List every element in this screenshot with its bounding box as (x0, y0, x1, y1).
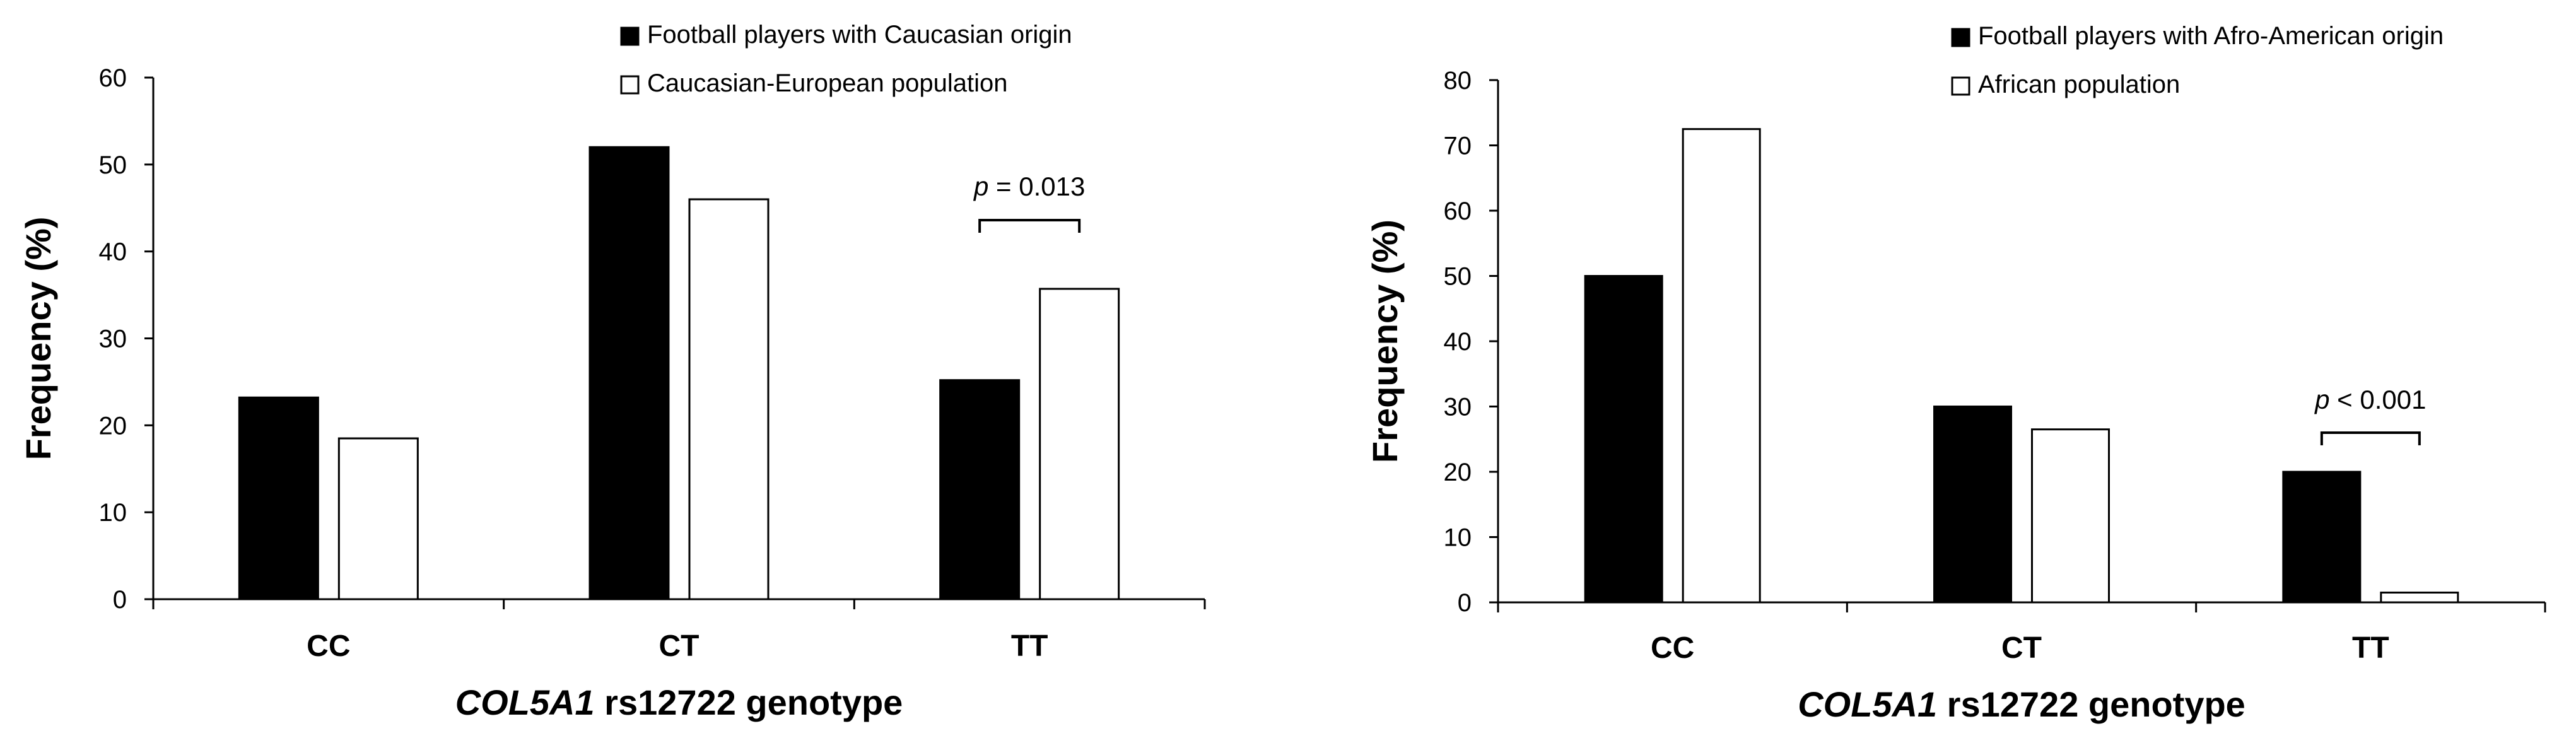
bar-ct-series-1 (588, 146, 670, 600)
y-tick-label: 10 (1444, 524, 1472, 552)
bar-cc-series-1 (238, 396, 319, 600)
x-axis-title: COL5A1 rs12722 genotype (1798, 684, 2245, 724)
legend-label: Football players with Afro-American orig… (1978, 22, 2444, 50)
y-tick-label: 40 (99, 238, 127, 266)
y-tick-label: 40 (1444, 328, 1472, 356)
bar-tt-series-1 (2282, 471, 2362, 604)
significance-bracket (2320, 431, 2421, 445)
legend-label: Football players with Caucasian origin (647, 21, 1072, 49)
p-value-label: p < 0.001 (2314, 385, 2426, 414)
x-category-label: TT (1011, 629, 1048, 663)
p-value-label: p = 0.013 (973, 172, 1085, 201)
y-tick-label: 50 (1444, 263, 1472, 291)
y-tick-label: 30 (99, 325, 127, 353)
bar-tt-series-2 (1039, 288, 1120, 600)
bar-ct-series-2 (2031, 428, 2110, 604)
y-tick-label: 20 (99, 412, 127, 440)
legend-swatch (620, 26, 640, 46)
bar-cc-series-1 (1584, 275, 1663, 604)
x-category-label: CC (1651, 631, 1694, 665)
legend-label: African population (1978, 71, 2180, 98)
bar-cc-series-2 (337, 437, 419, 600)
x-category-label: TT (2352, 631, 2389, 665)
y-tick-label: 0 (1458, 589, 1472, 617)
y-tick-label: 50 (99, 151, 127, 179)
y-tick-label: 80 (1444, 67, 1472, 95)
y-tick-label: 10 (99, 499, 127, 527)
significance-bracket (978, 219, 1081, 233)
legend-label: Caucasian-European population (647, 69, 1008, 97)
legend-swatch (1951, 28, 1970, 47)
y-tick-label: 20 (1444, 459, 1472, 486)
x-category-label: CT (2001, 631, 2042, 665)
y-tick-label: 60 (99, 64, 127, 92)
y-axis-title: Frequency (%) (18, 217, 58, 460)
x-category-label: CC (307, 629, 350, 663)
bar-tt-series-2 (2380, 591, 2459, 604)
chart-2: 0 10 20 30 40 50 60 70 80 CC CT TT p < 0.001 Football… (1365, 22, 2546, 724)
bar-ct-series-2 (688, 198, 770, 600)
chart-1: 0 10 20 30 40 50 60 CC CT TT p = 0.013 Football pla… (18, 21, 1206, 722)
y-tick-label: 70 (1444, 132, 1472, 160)
legend-swatch (620, 75, 640, 95)
y-tick-label: 30 (1444, 394, 1472, 421)
x-category-label: CT (659, 629, 700, 663)
y-tick-label: 60 (1444, 197, 1472, 225)
y-tick-label: 0 (113, 586, 127, 614)
legend-swatch (1951, 76, 1970, 96)
y-axis-title: Frequency (%) (1365, 219, 1405, 463)
bar-ct-series-1 (1933, 406, 2012, 604)
bar-cc-series-2 (1682, 128, 1761, 604)
bar-tt-series-1 (939, 379, 1021, 600)
x-axis-title: COL5A1 rs12722 genotype (455, 682, 903, 722)
